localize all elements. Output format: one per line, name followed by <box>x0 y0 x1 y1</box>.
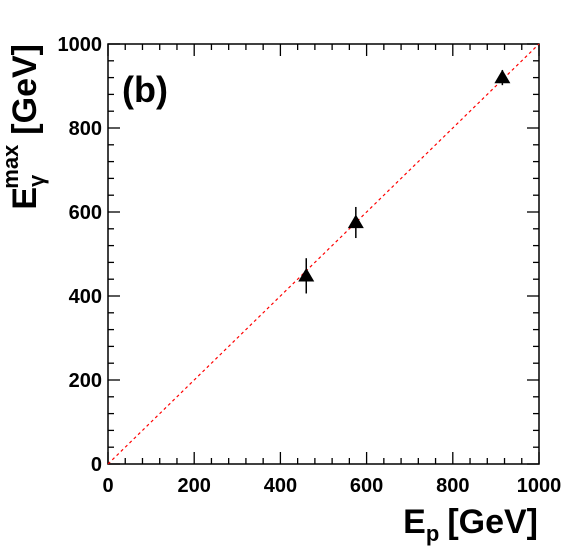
data-points <box>298 69 511 294</box>
plot-frame <box>107 43 540 465</box>
triangle-marker <box>494 69 511 84</box>
y-tick-label: 600 <box>69 202 102 224</box>
x-tick-label: 600 <box>350 475 383 497</box>
x-axis-title-main: E <box>403 503 426 541</box>
triangle-marker <box>298 267 315 282</box>
panel-label: (b) <box>122 69 168 110</box>
x-tick-label: 800 <box>436 475 469 497</box>
y-axis-title: Eγmax [GeV] <box>0 44 49 210</box>
x-tick-label: 1000 <box>517 475 562 497</box>
y-axis-title-unit: [GeV] <box>6 44 44 135</box>
data-point-1 <box>298 258 315 294</box>
y-tick-label: 200 <box>69 370 102 392</box>
x-tick-label: 200 <box>178 475 211 497</box>
y-axis-title-main: E <box>6 187 44 210</box>
y-tick-label: 800 <box>69 118 102 140</box>
x-tick-label: 400 <box>264 475 297 497</box>
tick-labels: 0 200 400 600 800 1000 0 200 400 600 800 1000 <box>58 34 562 497</box>
y-axis-title-sub: γ <box>24 174 49 187</box>
x-axis-title: Ep [GeV] <box>403 503 538 546</box>
y-tick-label: 1000 <box>58 34 103 56</box>
axis-ticks <box>107 43 540 465</box>
y-tick-label: 0 <box>91 454 102 476</box>
y-tick-label: 400 <box>69 286 102 308</box>
y-axis-title-sup: max <box>0 144 23 189</box>
data-point-3 <box>494 69 511 86</box>
x-axis-title-unit: [GeV] <box>447 503 538 541</box>
triangle-marker <box>347 214 364 229</box>
x-tick-label: 0 <box>102 475 113 497</box>
reference-line <box>107 43 540 465</box>
x-axis-title-sub: p <box>426 521 439 546</box>
data-point-2 <box>347 206 364 239</box>
